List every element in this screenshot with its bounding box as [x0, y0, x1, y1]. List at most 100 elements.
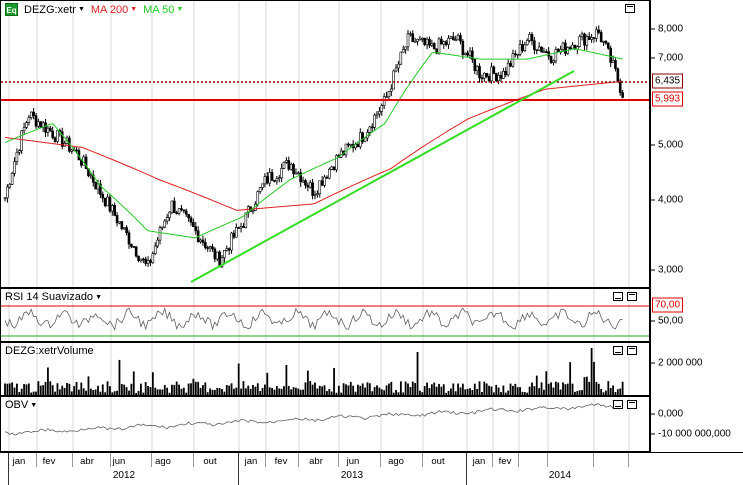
candle-body [122, 227, 126, 230]
minimize-panel-button[interactable] [613, 400, 623, 409]
volume-axis[interactable]: 2 000 000 [650, 342, 743, 396]
price-panel[interactable]: Eq DEZG:xetr ▼ MA 200 ▼ MA 50 ▼ [0, 0, 650, 288]
candle-body [120, 221, 124, 230]
candle-body [125, 227, 128, 234]
minimize-panel-button[interactable] [613, 346, 623, 355]
candle-body [583, 33, 586, 46]
obv-tick: -10 000 000,000 [651, 429, 731, 440]
volume-bar [314, 382, 316, 395]
candle-body [409, 33, 412, 35]
candle-body [118, 221, 121, 224]
candle-body [432, 43, 436, 50]
volume-bar [194, 381, 197, 395]
candle-body [607, 42, 610, 49]
maximize-panel-button[interactable] [627, 346, 637, 355]
volume-bar [452, 383, 455, 395]
volume-chart[interactable] [1, 343, 650, 396]
candle-body [537, 46, 541, 51]
volume-bar [178, 384, 180, 395]
month-tick [518, 453, 519, 467]
candle-body [514, 53, 517, 56]
candle-body [494, 73, 498, 81]
maximize-panel-button[interactable] [625, 4, 635, 13]
volume-bar [345, 384, 347, 395]
candle-body [463, 52, 467, 55]
candle-body [101, 194, 105, 199]
volume-bar [612, 385, 614, 395]
month-tick [338, 453, 339, 467]
candle-body [621, 92, 624, 98]
minimize-panel-button[interactable] [613, 292, 623, 301]
candle-body [392, 70, 395, 90]
volume-bar [27, 383, 30, 395]
candle-body [89, 174, 93, 177]
candle-body [225, 248, 229, 251]
candle-body [146, 260, 150, 264]
volume-bar [457, 383, 459, 395]
last-price-label: 6,435 [652, 73, 684, 89]
candle-body [299, 172, 302, 183]
maximize-panel-button[interactable] [627, 400, 637, 409]
candle-body [587, 36, 591, 40]
candle-body [492, 66, 496, 74]
price-tick: 5,000 [651, 140, 683, 151]
month-label: fev [498, 456, 512, 467]
volume-bar [466, 388, 469, 395]
volume-bar [476, 388, 479, 395]
candle-body [442, 41, 446, 45]
rsi-axis[interactable]: 70,00 50,00 [650, 288, 743, 342]
obv-axis[interactable]: 0,000 -10 000 000,000 [650, 396, 743, 452]
maximize-panel-button[interactable] [627, 292, 637, 301]
symbol-selector[interactable]: DEZG:xetr ▼ [24, 4, 85, 16]
volume-bar [337, 385, 340, 395]
candle-body [173, 200, 176, 214]
candle-body [113, 205, 116, 216]
volume-bar [123, 384, 126, 395]
ma200-indicator[interactable]: MA 200 ▼ [91, 4, 137, 16]
candle-body [56, 129, 59, 142]
candle-body [29, 111, 33, 118]
candle-body [137, 255, 140, 261]
obv-chart[interactable] [1, 397, 650, 452]
month-tick [422, 453, 423, 467]
ma50-indicator[interactable]: MA 50 ▼ [143, 4, 183, 16]
candle-body [44, 122, 47, 133]
volume-bar [340, 392, 343, 395]
time-axis[interactable]: jan fev abr jun ago out jan fev abr jun ago out jan f… [0, 452, 743, 485]
candle-body [287, 160, 291, 170]
volume-panel[interactable]: DEZG:xetrVolume [0, 342, 650, 396]
volume-bar [583, 377, 586, 395]
candle-body [103, 197, 107, 207]
candle-body [237, 227, 240, 229]
volume-bar [202, 385, 204, 395]
volume-bar [252, 384, 254, 395]
candle-body [323, 176, 326, 186]
candle-body [597, 29, 601, 33]
candle-body [211, 246, 214, 250]
candle-body [401, 49, 405, 53]
year-label: 2013 [340, 470, 364, 481]
candle-body [127, 232, 131, 245]
candle-body [332, 166, 336, 171]
volume-bar [82, 388, 85, 395]
rsi-tick: 50,00 [651, 316, 683, 327]
price-axis[interactable]: 8,000 7,000 5,000 4,000 3,000 6,435 5,99… [650, 0, 743, 288]
rsi-panel[interactable]: RSI 14 Suavizado ▼ [0, 288, 650, 342]
candle-body [53, 137, 57, 142]
candlesticks [3, 25, 624, 269]
rsi-chart[interactable] [1, 289, 650, 342]
candle-body [533, 40, 536, 50]
rsi-selector[interactable]: RSI 14 Suavizado ▼ [5, 291, 102, 303]
price-chart[interactable] [1, 1, 650, 288]
volume-bar [397, 392, 400, 395]
volume-bar [371, 391, 374, 395]
volume-bar [63, 387, 66, 395]
volume-bar [25, 384, 28, 395]
obv-panel[interactable]: OBV ▼ [0, 396, 650, 452]
obv-selector[interactable]: OBV ▼ [5, 399, 37, 411]
volume-bar [180, 388, 183, 395]
volume-bar [137, 390, 140, 395]
volume-bar [354, 391, 357, 395]
obv-label: OBV [5, 399, 29, 411]
symbol-label: DEZG:xetr [24, 3, 76, 16]
